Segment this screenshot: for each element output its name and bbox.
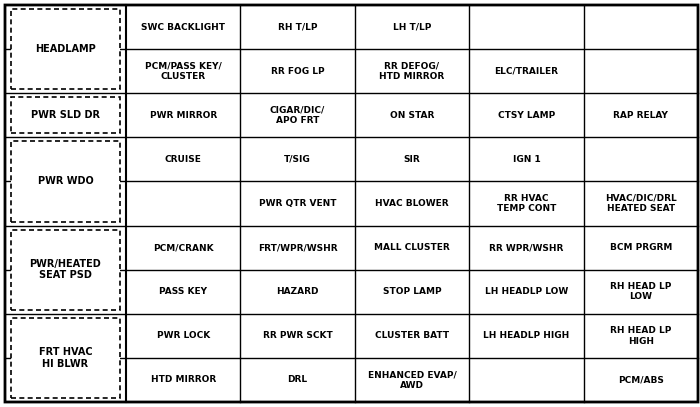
Text: PWR WDO: PWR WDO bbox=[38, 177, 93, 186]
Text: SWC BACKLIGHT: SWC BACKLIGHT bbox=[141, 22, 225, 32]
Bar bbox=[11, 9, 120, 89]
Bar bbox=[11, 97, 120, 133]
Text: FRT HVAC
HI BLWR: FRT HVAC HI BLWR bbox=[38, 347, 92, 369]
Text: CTSY LAMP: CTSY LAMP bbox=[498, 111, 555, 120]
Text: RAP RELAY: RAP RELAY bbox=[613, 111, 668, 120]
Text: CRUISE: CRUISE bbox=[164, 155, 202, 164]
Text: LH HEADLP HIGH: LH HEADLP HIGH bbox=[483, 331, 570, 340]
Text: STOP LAMP: STOP LAMP bbox=[383, 287, 441, 296]
Text: ENHANCED EVAP/
AWD: ENHANCED EVAP/ AWD bbox=[368, 370, 456, 389]
Bar bbox=[11, 230, 120, 310]
Text: ON STAR: ON STAR bbox=[390, 111, 434, 120]
Text: BCM PRGRM: BCM PRGRM bbox=[610, 243, 672, 252]
Text: PWR QTR VENT: PWR QTR VENT bbox=[259, 199, 337, 208]
Text: HEADLAMP: HEADLAMP bbox=[35, 44, 96, 54]
Text: PCM/ABS: PCM/ABS bbox=[618, 375, 664, 385]
Text: LH T/LP: LH T/LP bbox=[393, 22, 431, 32]
Text: SIR: SIR bbox=[404, 155, 421, 164]
Text: MALL CLUSTER: MALL CLUSTER bbox=[374, 243, 450, 252]
Text: PWR/HEATED
SEAT PSD: PWR/HEATED SEAT PSD bbox=[29, 259, 101, 280]
Text: IGN 1: IGN 1 bbox=[512, 155, 540, 164]
Bar bbox=[11, 318, 120, 398]
Text: RR WPR/WSHR: RR WPR/WSHR bbox=[489, 243, 564, 252]
Text: PWR SLD DR: PWR SLD DR bbox=[31, 110, 100, 120]
Text: ELC/TRAILER: ELC/TRAILER bbox=[494, 67, 559, 76]
Text: RH HEAD LP
LOW: RH HEAD LP LOW bbox=[610, 282, 671, 302]
Text: RR FOG LP: RR FOG LP bbox=[271, 67, 324, 76]
Text: CIGAR/DIC/
APO FRT: CIGAR/DIC/ APO FRT bbox=[270, 105, 326, 125]
Text: RR PWR SCKT: RR PWR SCKT bbox=[262, 331, 332, 340]
Text: HVAC BLOWER: HVAC BLOWER bbox=[375, 199, 449, 208]
Text: FRT/WPR/WSHR: FRT/WPR/WSHR bbox=[258, 243, 337, 252]
Text: DRL: DRL bbox=[288, 375, 308, 385]
Text: PWR MIRROR: PWR MIRROR bbox=[150, 111, 217, 120]
Text: PASS KEY: PASS KEY bbox=[159, 287, 207, 296]
Text: PWR LOCK: PWR LOCK bbox=[157, 331, 210, 340]
Text: PCM/PASS KEY/
CLUSTER: PCM/PASS KEY/ CLUSTER bbox=[145, 61, 222, 81]
Text: RH T/LP: RH T/LP bbox=[278, 22, 317, 32]
Text: HVAC/DIC/DRL
HEATED SEAT: HVAC/DIC/DRL HEATED SEAT bbox=[605, 194, 677, 213]
Bar bbox=[11, 141, 120, 221]
Text: HTD MIRROR: HTD MIRROR bbox=[150, 375, 216, 385]
Text: PCM/CRANK: PCM/CRANK bbox=[153, 243, 214, 252]
Text: CLUSTER BATT: CLUSTER BATT bbox=[375, 331, 449, 340]
FancyBboxPatch shape bbox=[5, 5, 698, 402]
Text: T/SIG: T/SIG bbox=[284, 155, 311, 164]
Text: HAZARD: HAZARD bbox=[276, 287, 319, 296]
Text: LH HEADLP LOW: LH HEADLP LOW bbox=[485, 287, 568, 296]
Text: RH HEAD LP
HIGH: RH HEAD LP HIGH bbox=[610, 326, 671, 346]
Text: RR DEFOG/
HTD MIRROR: RR DEFOG/ HTD MIRROR bbox=[379, 61, 444, 81]
Text: RR HVAC
TEMP CONT: RR HVAC TEMP CONT bbox=[497, 194, 556, 213]
